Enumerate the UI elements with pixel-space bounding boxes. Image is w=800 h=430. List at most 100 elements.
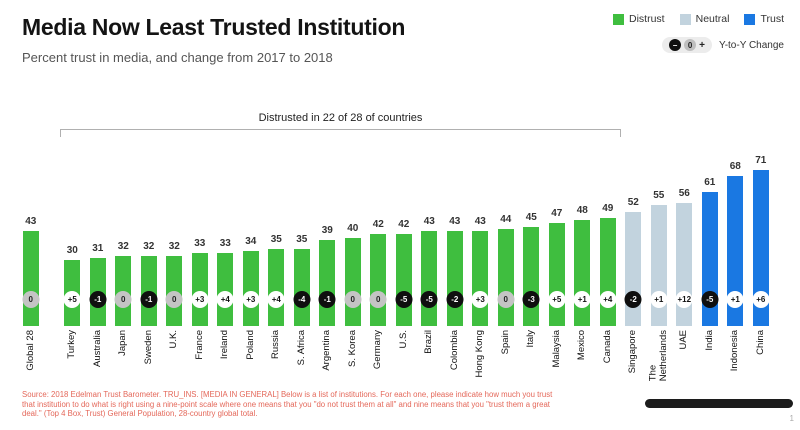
bar[interactable] (370, 234, 387, 326)
bar-label-area: Canada (595, 326, 621, 392)
plus-icon: + (699, 39, 705, 51)
bar[interactable] (574, 220, 591, 326)
bar-value: 43 (423, 216, 435, 227)
bar-label: France (193, 330, 205, 360)
bar[interactable] (752, 170, 769, 326)
bar-plot: 45 -3 (519, 158, 545, 326)
change-badge: 0 (369, 291, 387, 308)
bar[interactable] (523, 227, 540, 326)
bar[interactable] (599, 218, 616, 326)
bar[interactable] (548, 223, 565, 326)
bar-label-area: The Netherlands (646, 326, 672, 392)
bar[interactable] (472, 231, 489, 326)
bar-label-area: Argentina (315, 326, 341, 392)
legend-item-neutral: Neutral (679, 13, 729, 25)
bracket-line-icon (60, 129, 621, 137)
bar[interactable] (22, 231, 39, 326)
bar[interactable] (242, 251, 259, 326)
change-badge: +5 (63, 291, 81, 308)
bar-column: 49 +4 Canada (595, 158, 621, 392)
video-progress-bar[interactable] (645, 399, 793, 408)
change-badge: +1 (650, 291, 668, 308)
change-badge: +5 (548, 291, 566, 308)
change-badge: 0 (344, 291, 362, 308)
bar-plot: 42 0 (366, 158, 392, 326)
bar-column: 40 0 S. Korea (340, 158, 366, 392)
bar[interactable] (625, 212, 642, 326)
bar[interactable] (191, 253, 208, 326)
bar-plot: 43 +3 (468, 158, 494, 326)
bar-label-area: Japan (111, 326, 137, 392)
bar[interactable] (293, 249, 310, 326)
page-subtitle: Percent trust in media, and change from … (22, 50, 333, 65)
bar-column: 56 +12 UAE (672, 158, 698, 392)
bar[interactable] (497, 229, 514, 326)
bar-column: 31 -1 Australia (85, 158, 111, 392)
bar-label-area: Turkey (60, 326, 86, 392)
bar[interactable] (395, 234, 412, 326)
yoy-change-legend: – 0 + Y-to-Y Change (662, 37, 784, 53)
change-badge: 0 (165, 291, 183, 308)
change-badge: +4 (599, 291, 617, 308)
bar-label: The Netherlands (647, 330, 669, 382)
bar-label-area: Malaysia (544, 326, 570, 392)
bar-label: Sweden (142, 330, 154, 365)
source-line: deal." (Top 4 Box, Trust) General Popula… (22, 409, 258, 419)
legend-item-distrust: Distrust (613, 13, 665, 25)
bar-value: 61 (704, 177, 716, 188)
change-badge: 0 (497, 291, 515, 308)
bar-plot: 68 +1 (723, 158, 749, 326)
bar[interactable] (217, 253, 234, 326)
bar-plot: 48 +1 (570, 158, 596, 326)
change-badge: +3 (242, 291, 260, 308)
bar-column: 55 +1 The Netherlands (646, 158, 672, 392)
bar-label: Malaysia (550, 330, 562, 368)
bar-label: Germany (372, 330, 383, 370)
bar[interactable] (268, 249, 285, 326)
bar-plot: 35 -4 (289, 158, 315, 326)
bar-label: Spain (499, 330, 511, 355)
bar-label: S. Africa (295, 330, 307, 366)
bar-value: 30 (66, 245, 78, 256)
minus-badge-icon: – (669, 39, 682, 51)
bar-value: 32 (117, 241, 129, 252)
bar-label-area: China (748, 326, 774, 392)
page-number: 1 (789, 414, 794, 423)
change-badge: +3 (191, 291, 209, 308)
bar[interactable] (319, 240, 336, 326)
bar-plot: 43 0 (18, 158, 44, 326)
legend-swatch-icon (679, 13, 691, 25)
bar-label-area: Germany (366, 326, 392, 392)
bar-plot: 43 -5 (417, 158, 443, 326)
bar-column: 52 -2 Singapore (621, 158, 647, 392)
legend-label: Distrust (629, 13, 665, 25)
bar-value: 68 (729, 161, 741, 172)
bar-value: 48 (576, 205, 588, 216)
bar-label-area: Brazil (417, 326, 443, 392)
change-badge: -1 (318, 291, 336, 308)
bar-value: 43 (449, 216, 461, 227)
bar-column: 48 +1 Mexico (570, 158, 596, 392)
annotation-text: Distrusted in 22 of 28 of countries (258, 112, 423, 124)
change-badge: -5 (701, 291, 719, 308)
bar-label: U.S. (397, 330, 409, 349)
bar-column: 43 +3 Hong Kong (468, 158, 494, 392)
bar-label-area: India (697, 326, 723, 392)
bar-label-area: S. Korea (340, 326, 366, 392)
change-badge: -5 (420, 291, 438, 308)
bar-plot: 33 +4 (213, 158, 239, 326)
change-badge: +6 (752, 291, 770, 308)
bar-value: 40 (347, 223, 359, 234)
annotation-bracket: Distrusted in 22 of 28 of countries (60, 112, 621, 137)
bar-label: Mexico (576, 330, 587, 361)
bar-value: 47 (551, 208, 563, 219)
bar-column: 32 0 Japan (111, 158, 137, 392)
bar[interactable] (727, 176, 744, 326)
bar-column: 43 -5 Brazil (417, 158, 443, 392)
bar-label: UAE (678, 330, 689, 350)
bar[interactable] (421, 231, 438, 326)
bar-value: 33 (194, 238, 206, 249)
bar[interactable] (344, 238, 361, 326)
bar-plot: 42 -5 (391, 158, 417, 326)
bar[interactable] (446, 231, 463, 326)
